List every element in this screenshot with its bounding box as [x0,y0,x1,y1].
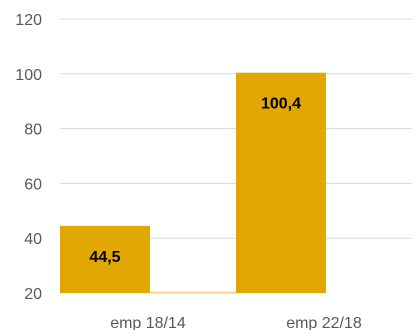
y-tick-label: 40 [24,231,42,248]
data-labels: 44,5 100,4 [89,96,301,266]
bars [60,72,326,294]
bar [60,225,150,293]
x-axis-ticks: emp 18/14 emp 22/18 [110,315,362,330]
y-tick-label: 60 [24,176,42,193]
y-tick-label: 80 [24,122,42,139]
data-label: 100,4 [261,96,301,113]
bar [236,72,326,293]
data-label: 44,5 [89,249,120,266]
baseline-marker-bar [150,291,236,294]
y-axis-ticks: 20 40 60 80 100 120 [15,12,42,303]
x-tick-label: emp 22/18 [286,315,362,330]
y-tick-label: 120 [15,12,42,29]
x-tick-label: emp 18/14 [110,315,186,330]
y-tick-label: 20 [24,286,42,303]
y-tick-label: 100 [15,67,42,84]
